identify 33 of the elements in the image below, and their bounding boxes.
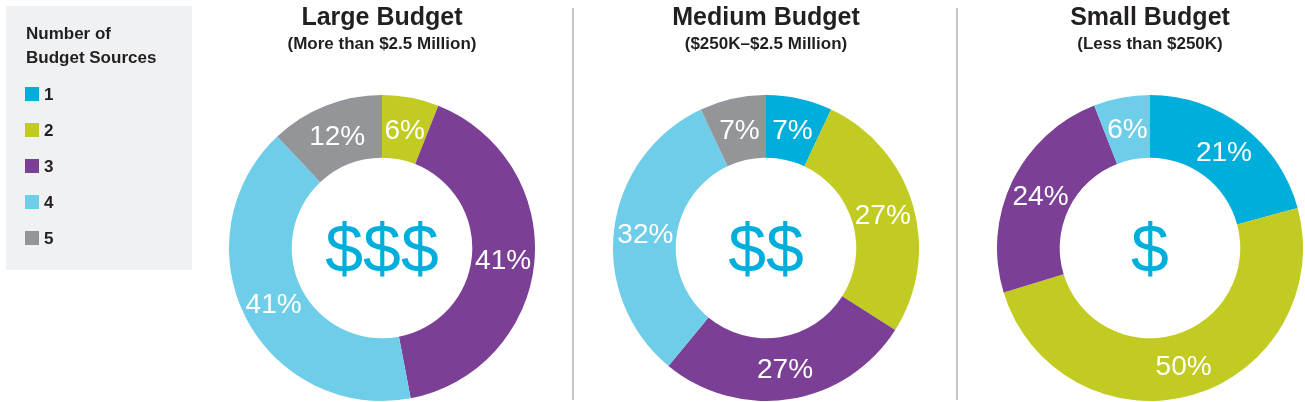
data-label: 6%: [1107, 112, 1148, 144]
chart-subtitle: ($250K–$2.5 Million): [684, 34, 848, 53]
legend-title: Number of Budget Sources: [26, 24, 157, 67]
data-label: 7%: [772, 113, 813, 145]
donut-slice: [668, 296, 896, 401]
legend-label: 4: [44, 192, 54, 212]
chart-subtitle: (More than $2.5 Million): [287, 34, 477, 53]
text: $: [1131, 210, 1169, 286]
data-label: 41%: [245, 287, 302, 319]
legend-label: 5: [44, 228, 54, 248]
data-label: 6%: [384, 113, 426, 145]
legend-label: 1: [44, 84, 54, 104]
data-label: 27%: [757, 352, 814, 384]
chart-title: Large Budget: [301, 2, 464, 30]
data-label: 12%: [309, 119, 366, 151]
data-label: 21%: [1195, 135, 1252, 167]
text: $$: [728, 210, 804, 286]
chart-title: Medium Budget: [672, 2, 861, 30]
data-label: 7%: [719, 113, 760, 145]
text: $$$: [325, 210, 439, 286]
legend-label: 2: [44, 120, 54, 140]
legend-label: 3: [44, 156, 54, 176]
donut-slice: [1003, 208, 1304, 401]
data-label: 32%: [617, 217, 674, 249]
data-label: 50%: [1155, 349, 1212, 381]
chart-subtitle: (Less than $250K): [1077, 34, 1223, 53]
donut-slice: [277, 95, 382, 183]
donut-slice: [766, 95, 832, 167]
data-label: 27%: [854, 198, 911, 230]
data-label: 24%: [1012, 179, 1069, 211]
donut-slice: [700, 95, 766, 167]
chart-title: Small Budget: [1070, 2, 1231, 30]
data-label: 41%: [475, 243, 532, 275]
